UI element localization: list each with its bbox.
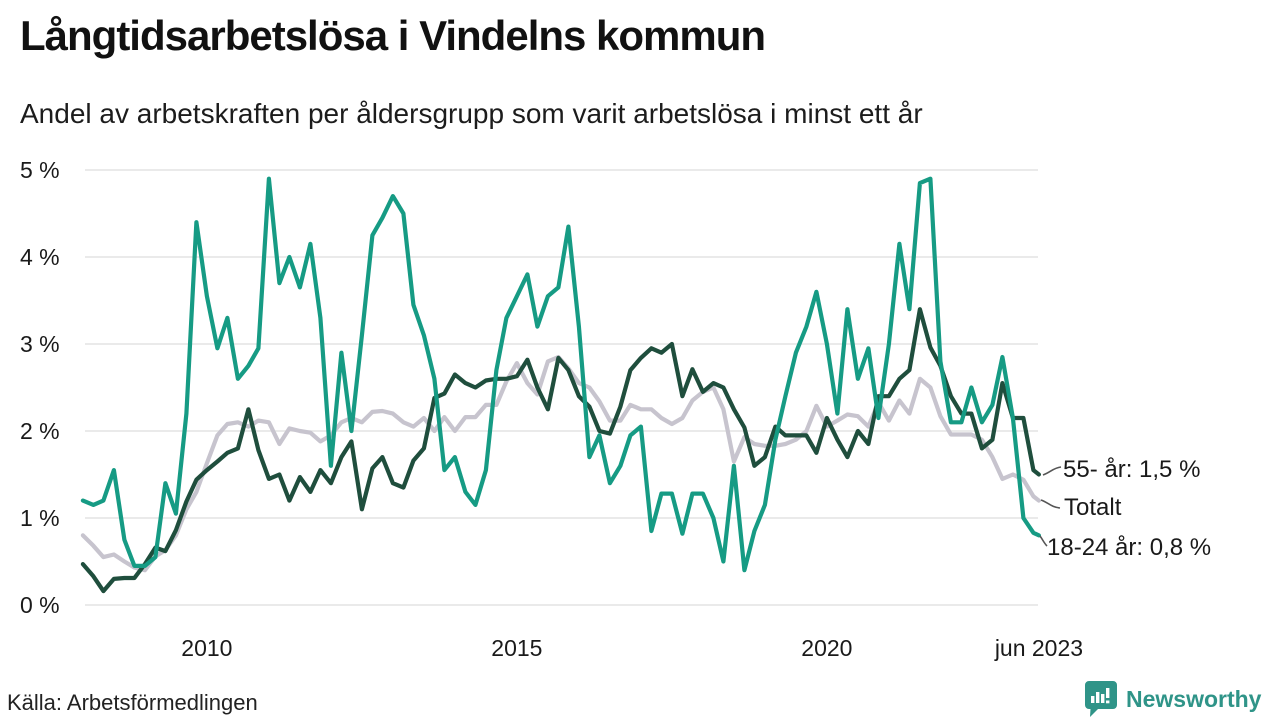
newsworthy-speech-bubble-bar-chart-icon: [1085, 681, 1117, 717]
y-tick-0: 0 %: [20, 592, 60, 618]
newsworthy-logo-text: Newsworthy: [1126, 685, 1262, 712]
leader-line-older: [1042, 466, 1062, 476]
end-label-total: Totalt: [1064, 494, 1122, 521]
leader-line-total: [1040, 499, 1061, 509]
annotation-leader-lines: [1039, 466, 1062, 547]
x-tick-2010: 2010: [181, 635, 233, 661]
series-line-55-r: [80, 307, 1041, 594]
y-tick-5: 5 %: [20, 157, 60, 183]
x-tick-jun-2023: jun 2023: [994, 635, 1084, 661]
end-label-young: 18-24 år: 0,8 %: [1047, 534, 1212, 561]
y-tick-4: 4 %: [20, 244, 60, 270]
x-tick-2015: 2015: [491, 635, 543, 661]
source-text: Källa: Arbetsförmedlingen: [7, 690, 258, 715]
y-tick-3: 3 %: [20, 331, 60, 357]
end-label-older: 55- år: 1,5 %: [1063, 456, 1201, 483]
chart-title: Långtidsarbetslösa i Vindelns kommun: [20, 12, 766, 59]
leader-line-young: [1039, 535, 1048, 547]
gridlines: [85, 169, 1038, 606]
series-lines: [80, 176, 1041, 594]
x-tick-2020: 2020: [801, 635, 853, 661]
series-line-18-24-r: [80, 176, 1041, 573]
y-tick-1: 1 %: [20, 505, 60, 531]
chart-subtitle: Andel av arbetskraften per åldersgrupp s…: [20, 98, 923, 129]
newsworthy-logo: Newsworthy: [1084, 680, 1261, 718]
y-tick-2: 2 %: [20, 418, 60, 444]
